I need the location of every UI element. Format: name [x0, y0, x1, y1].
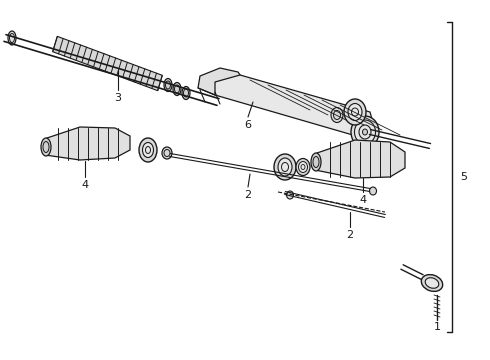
Ellipse shape [369, 187, 376, 195]
Ellipse shape [8, 31, 16, 45]
Polygon shape [198, 68, 245, 95]
Polygon shape [215, 75, 375, 140]
Ellipse shape [296, 158, 310, 176]
Text: 6: 6 [245, 120, 251, 130]
Ellipse shape [311, 153, 321, 171]
Polygon shape [53, 36, 162, 91]
Ellipse shape [351, 116, 379, 148]
Text: 1: 1 [434, 322, 441, 332]
Text: 4: 4 [360, 195, 367, 205]
Ellipse shape [278, 158, 292, 176]
Ellipse shape [363, 129, 368, 135]
Ellipse shape [143, 143, 153, 158]
Ellipse shape [164, 78, 172, 91]
Ellipse shape [421, 275, 442, 291]
Ellipse shape [173, 82, 181, 95]
Ellipse shape [287, 191, 294, 199]
Ellipse shape [182, 86, 190, 99]
Ellipse shape [354, 120, 375, 144]
Text: 2: 2 [346, 230, 354, 240]
Polygon shape [315, 140, 405, 178]
Text: 4: 4 [81, 180, 89, 190]
Ellipse shape [162, 147, 172, 159]
Ellipse shape [298, 162, 308, 172]
Polygon shape [45, 127, 130, 160]
Ellipse shape [139, 138, 157, 162]
Ellipse shape [274, 154, 296, 180]
Ellipse shape [344, 99, 366, 125]
Text: 2: 2 [245, 190, 251, 200]
Ellipse shape [425, 278, 439, 288]
Ellipse shape [331, 108, 343, 122]
Text: 5: 5 [460, 172, 467, 182]
Text: 3: 3 [115, 93, 122, 103]
Ellipse shape [41, 138, 51, 156]
Ellipse shape [348, 104, 362, 121]
